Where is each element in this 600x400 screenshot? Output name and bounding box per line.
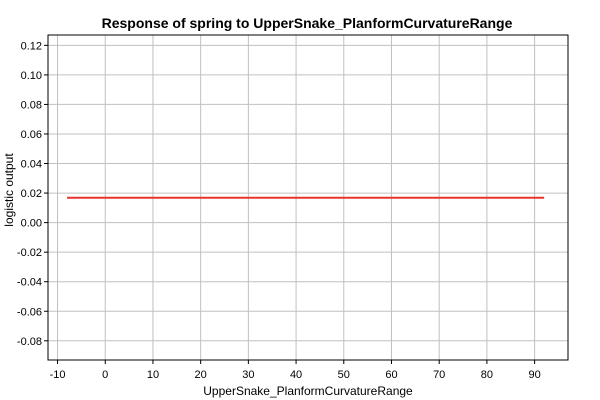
grid — [48, 35, 568, 360]
chart-title: Response of spring to UpperSnake_Planfor… — [102, 15, 513, 31]
x-tick-label: 80 — [481, 369, 493, 381]
x-tick-label: 40 — [290, 369, 302, 381]
y-tick-label: 0.04 — [21, 159, 42, 171]
y-tick-label: -0.08 — [17, 336, 42, 348]
y-tick-label: -0.04 — [17, 277, 42, 289]
y-tick-label: 0.00 — [21, 218, 42, 230]
x-tick-label: 0 — [102, 369, 108, 381]
y-tick-label: -0.02 — [17, 247, 42, 259]
y-tick-label: 0.12 — [21, 40, 42, 52]
y-axis-label: logistic output — [2, 153, 16, 227]
plot-area — [47, 34, 569, 361]
y-tick-label: 0.08 — [21, 99, 42, 111]
x-tick-label: 60 — [385, 369, 397, 381]
x-tick-label: 20 — [195, 369, 207, 381]
x-tick-label: -10 — [50, 369, 66, 381]
x-tick-label: 10 — [147, 369, 159, 381]
x-tick-label: 70 — [433, 369, 445, 381]
y-tick-label: 0.06 — [21, 129, 42, 141]
axis-ticks: -10 0 10 20 30 40 50 60 70 80 90 0.12 0.10 0.08 0.06 0.… — [17, 40, 541, 381]
x-tick-label: 30 — [242, 369, 254, 381]
y-tick-label: 0.02 — [21, 188, 42, 200]
x-tick-label: 50 — [338, 369, 350, 381]
x-axis-label: UpperSnake_PlanformCurvatureRange — [203, 384, 413, 398]
y-tick-label: -0.06 — [17, 306, 42, 318]
x-tick-label: 90 — [528, 369, 540, 381]
y-tick-label: 0.10 — [21, 70, 42, 82]
